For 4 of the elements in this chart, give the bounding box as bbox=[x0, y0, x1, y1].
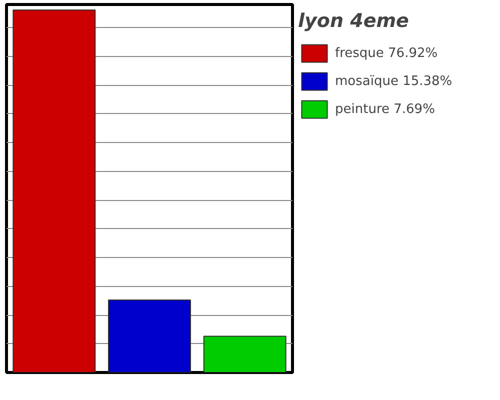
legend-label: fresque 76.92% bbox=[335, 46, 438, 60]
text: lyon 4eme bbox=[298, 10, 410, 32]
legend-label: peinture 7.69% bbox=[335, 102, 435, 116]
legend-label: mosaïque 15.38% bbox=[335, 74, 452, 88]
